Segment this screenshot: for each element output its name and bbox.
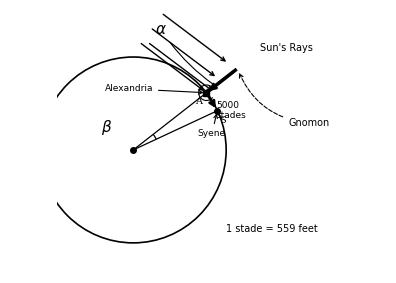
Text: 5000
stades: 5000 stades [216, 101, 246, 120]
Text: A: A [195, 97, 202, 106]
Text: $\alpha$: $\alpha$ [156, 22, 213, 84]
Text: Alexandria: Alexandria [105, 84, 202, 94]
Text: Sun's Rays: Sun's Rays [260, 43, 313, 53]
Text: 1 stade = 559 feet: 1 stade = 559 feet [226, 224, 318, 233]
Text: Gnomon: Gnomon [240, 74, 329, 128]
Text: $\beta$: $\beta$ [101, 118, 112, 137]
Text: S: S [219, 116, 226, 125]
Text: Syene: Syene [198, 115, 226, 138]
